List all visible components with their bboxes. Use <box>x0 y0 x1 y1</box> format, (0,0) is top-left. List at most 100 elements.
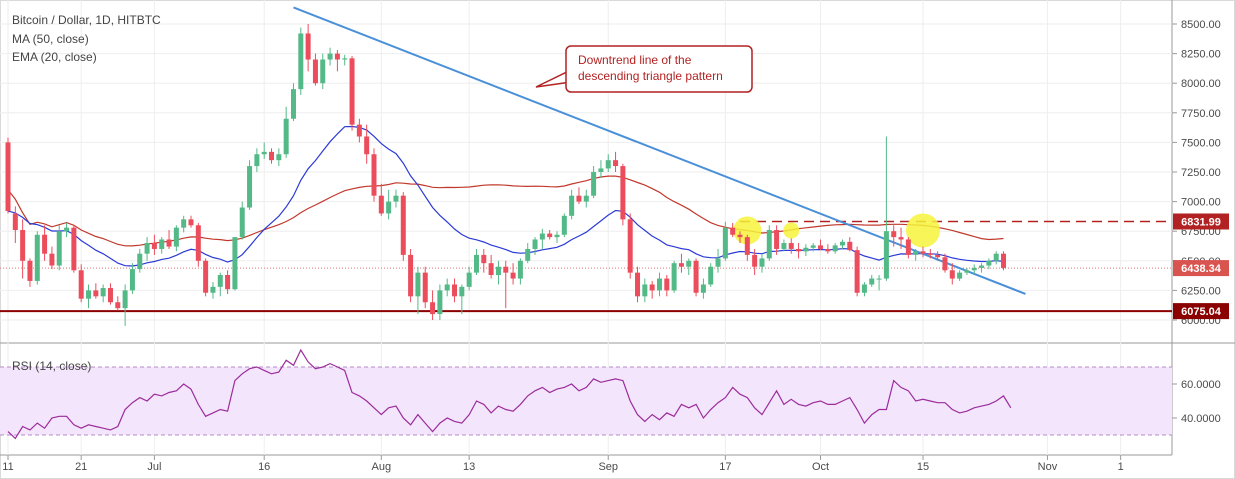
ma-legend: MA (50, close) <box>12 32 89 46</box>
candle-body <box>151 243 157 249</box>
candle-body <box>20 230 26 261</box>
candle-body <box>261 151 267 155</box>
candle-body <box>869 278 875 285</box>
candle-body <box>759 258 765 267</box>
candle-body <box>115 302 121 309</box>
candle-body <box>459 286 465 297</box>
candle-body <box>788 243 794 249</box>
annotation-callout: Downtrend line of the descending triangl… <box>535 45 753 93</box>
candle-body <box>173 227 179 247</box>
ema20-line <box>7 125 1004 267</box>
candle-body <box>627 219 633 273</box>
time-tick-label: 15 <box>917 461 929 473</box>
time-tick-label: Oct <box>812 461 829 473</box>
candle-body <box>635 272 641 297</box>
candle-body <box>408 254 414 297</box>
candle-body <box>159 239 165 249</box>
downtrend-line <box>293 6 1026 295</box>
candle-body <box>466 272 472 287</box>
candle-body <box>744 237 750 255</box>
candle-body <box>239 207 245 238</box>
candle-body <box>254 154 260 167</box>
candle-body <box>708 266 714 285</box>
candle-body <box>781 243 787 249</box>
candle-body <box>964 270 970 273</box>
candle-body <box>722 227 728 259</box>
price-badges: 6831.99 6075.04 6438.34 <box>1173 213 1229 320</box>
candle-body <box>437 290 443 315</box>
time-tick-label: 21 <box>75 461 87 473</box>
time-tick-label: Sep <box>598 461 618 473</box>
price-tick-label: 7000.00 <box>1181 197 1221 209</box>
candle-body <box>796 248 802 252</box>
last-price-badge <box>1173 260 1229 277</box>
resistance-price-badge <box>1173 213 1229 230</box>
price-axis-ticks: 8500.00 8250.00 8000.00 7750.00 7500.00 7250.… <box>1172 19 1221 327</box>
candle-body <box>737 234 743 238</box>
candle-body <box>378 195 384 214</box>
candle-body <box>298 33 304 90</box>
rsi-axis-ticks: 60.0000 40.0000 <box>1172 379 1221 425</box>
rsi-line <box>7 348 1012 440</box>
candle-body <box>400 195 406 255</box>
candle-body <box>905 239 911 255</box>
ema-legend: EMA (20, close) <box>12 50 97 64</box>
candle-body <box>356 124 362 137</box>
candle-body <box>569 195 575 216</box>
candle-body <box>210 286 216 293</box>
candle-body <box>181 219 187 228</box>
candle-body <box>656 278 662 291</box>
price-tick-label: 7500.00 <box>1181 137 1221 149</box>
candle-body <box>86 290 92 299</box>
candle-body <box>107 288 113 303</box>
candle-body <box>503 266 509 273</box>
candle-body <box>342 58 348 60</box>
rsi-series <box>7 348 1012 440</box>
candle-body <box>364 136 370 155</box>
candle-body <box>935 254 941 258</box>
candle-body <box>452 284 458 297</box>
price-tick-label: 6250.00 <box>1181 285 1221 297</box>
candle-body <box>642 284 648 297</box>
candle-body <box>730 227 736 235</box>
candle-body <box>217 275 223 287</box>
candle-body <box>847 241 853 251</box>
time-tick-label: Jul <box>147 461 161 473</box>
candle-body <box>488 263 494 276</box>
candle-body <box>957 272 963 279</box>
resistance-price-badge-label: 6831.99 <box>1181 216 1221 228</box>
candle-body <box>986 260 992 266</box>
time-tick-label: 1 <box>1118 461 1124 473</box>
candle-body <box>539 233 545 240</box>
candle-body <box>686 260 692 267</box>
moving-averages <box>7 125 1004 267</box>
candle-body <box>56 231 62 266</box>
candle-body <box>93 290 99 297</box>
highlight-circle <box>906 213 940 248</box>
candle-body <box>591 172 597 196</box>
price-tick-label: 8250.00 <box>1181 49 1221 61</box>
annotation-line1: Downtrend line of the <box>578 53 692 67</box>
candle-body <box>664 278 670 291</box>
candle-body <box>554 234 560 238</box>
candle-body <box>269 151 275 161</box>
candle-body <box>825 248 831 252</box>
candle-body <box>305 33 311 60</box>
price-tick-label: 7750.00 <box>1181 108 1221 120</box>
candle-body <box>898 237 904 240</box>
candle-body <box>276 154 282 161</box>
support-price-badge <box>1173 303 1229 320</box>
time-tick-label: Aug <box>372 461 392 473</box>
candle-body <box>1001 253 1007 268</box>
candle-body <box>312 59 318 84</box>
candle-body <box>839 241 845 246</box>
candle-body <box>583 195 589 202</box>
candle-body <box>34 234 40 281</box>
time-tick-label: 16 <box>258 461 270 473</box>
candle-body <box>979 265 985 268</box>
candle-body <box>818 245 824 249</box>
candle-body <box>949 270 955 279</box>
candle-body <box>752 254 758 267</box>
ma50-line <box>7 175 1004 247</box>
